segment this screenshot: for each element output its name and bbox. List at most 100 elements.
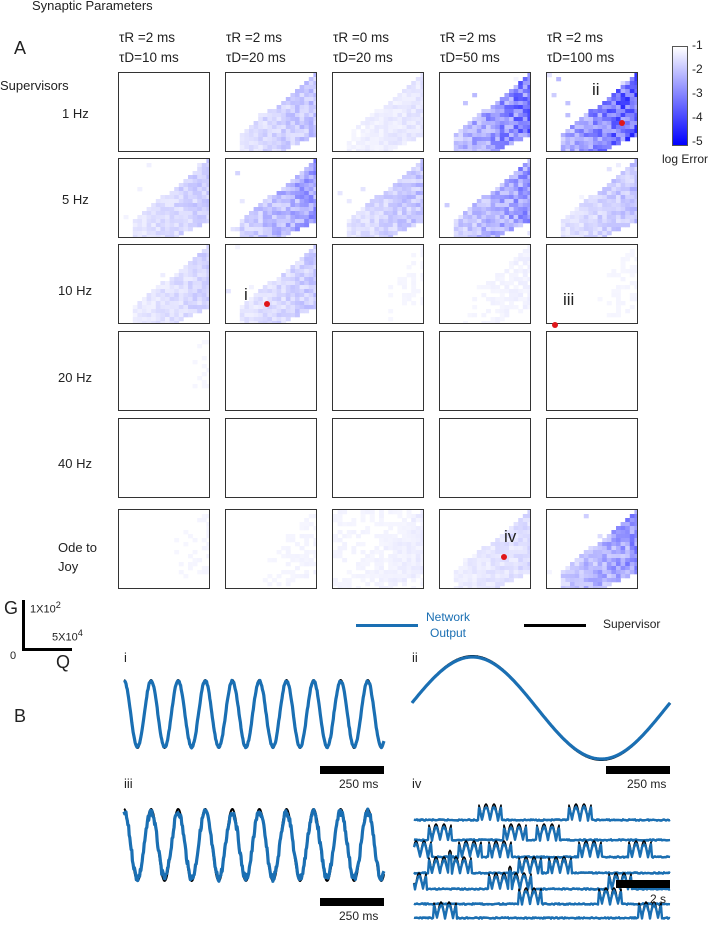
heatmap-pixel: [388, 145, 394, 150]
heatmap-pixel: [304, 550, 310, 555]
heatmap-pixel: [146, 293, 152, 298]
heatmap-pixel: [467, 558, 473, 563]
heatmap-pixel: [379, 117, 384, 122]
heatmap-pixel: [267, 281, 273, 286]
heatmap-pixel: [420, 546, 423, 551]
heatmap-pixel: [597, 570, 603, 575]
heatmap-pixel: [295, 195, 300, 200]
heatmap-pixel: [346, 219, 352, 224]
heatmap-pixel: [188, 273, 193, 278]
heatmap-pixel: [299, 305, 305, 310]
heatmap-pixel: [299, 125, 305, 130]
heatmap-pixel: [169, 227, 175, 232]
heatmap-pixel: [308, 293, 314, 298]
heatmap-pixel: [583, 125, 589, 130]
heatmap-cell-r3-c5: [546, 244, 638, 324]
heatmap-pixel: [188, 562, 193, 567]
heatmap-pixel: [169, 313, 175, 318]
heatmap-pixels: [192, 340, 209, 389]
heatmap-pixel: [178, 227, 184, 232]
heatmap-cell-r1-c2: [225, 72, 317, 152]
heatmap-pixel: [593, 199, 598, 204]
heatmap-pixel: [397, 554, 403, 559]
heatmap-pixel: [420, 530, 423, 535]
heatmap-pixel: [486, 121, 491, 126]
heatmap-pixel: [499, 129, 505, 134]
heatmap-pixel: [611, 207, 617, 212]
heatmap-pixel: [616, 183, 621, 188]
heatmap-pixel: [313, 538, 316, 543]
heatmap-pixel: [490, 219, 496, 224]
heatmap-pixel: [415, 133, 421, 138]
heatmap-pixel: [295, 301, 300, 306]
heatmap-pixel: [337, 514, 343, 519]
heatmap-pixel: [616, 570, 621, 575]
heatmap-pixel: [522, 195, 528, 200]
heatmap-pixel: [201, 301, 207, 306]
heatmap-pixel: [351, 133, 357, 138]
heatmap-pixel: [481, 195, 487, 200]
heatmap-pixel: [337, 546, 343, 551]
heatmap-pixel: [522, 301, 528, 306]
heatmap-pixel: [579, 578, 585, 583]
heatmap-pixel: [518, 129, 524, 134]
heatmap-pixel: [272, 199, 277, 204]
heatmap-pixel: [290, 187, 296, 192]
heatmap-pixel: [165, 207, 170, 212]
heatmap-pixel: [611, 273, 617, 278]
heatmap-pixel: [290, 293, 296, 298]
heatmap-pixel: [597, 546, 603, 551]
heatmap-pixel: [453, 578, 459, 583]
heatmap-pixel: [513, 203, 519, 208]
heatmap-pixel: [192, 562, 198, 567]
heatmap-pixel: [570, 570, 575, 575]
heatmap-pixel: [392, 574, 398, 579]
heatmap-pixel: [611, 195, 617, 200]
heatmap-pixel: [625, 219, 631, 224]
heatmap-pixel: [458, 215, 464, 220]
heatmap-pixel: [249, 231, 254, 236]
heatmap-pixel: [458, 219, 464, 224]
heatmap-pixel: [165, 215, 170, 220]
heatmap-pixel: [356, 215, 361, 220]
heatmap-pixel: [463, 137, 468, 142]
heatmap-pixel: [155, 297, 161, 302]
heatmap-pixel: [509, 89, 514, 94]
heatmap-pixel: [360, 514, 366, 519]
heatmap-pixel: [583, 203, 589, 208]
heatmap-pixel: [267, 215, 273, 220]
heatmap-pixel: [620, 285, 626, 290]
heatmap-pixel: [495, 309, 501, 314]
heatmap-pixel: [272, 211, 277, 216]
heatmap-pixel: [486, 129, 491, 134]
heatmap-pixel: [527, 175, 530, 180]
heatmap-pixel: [379, 558, 384, 563]
heatmap-pixel: [304, 109, 310, 114]
heatmap-pixel: [570, 566, 575, 571]
heatmap-pixel: [402, 101, 407, 106]
heatmap-pixel: [346, 227, 352, 232]
heatmap-pixel: [625, 309, 631, 314]
heatmap-pixel: [299, 269, 305, 274]
heatmap-pixel: [415, 85, 421, 90]
heatmap-pixel: [379, 133, 384, 138]
heatmap-pixel: [476, 554, 482, 559]
heatmap-pixel: [620, 203, 626, 208]
heatmap-pixel: [304, 558, 310, 563]
heatmap-pixel: [611, 137, 617, 142]
heatmap-pixel: [629, 93, 635, 98]
heatmap-pixel: [453, 145, 459, 150]
heatmap-pixel: [290, 285, 296, 290]
heatmap-pixel: [383, 199, 389, 204]
heatmap-pixel: [178, 305, 184, 310]
heatmap-pixel: [509, 133, 514, 138]
heatmap-pixel: [420, 550, 423, 555]
heatmap-pixel: [201, 199, 207, 204]
heatmap-pixel: [388, 526, 394, 531]
heatmap-pixel: [597, 133, 603, 138]
heatmap-pixel: [579, 137, 585, 142]
heatmap-pixel: [197, 305, 203, 310]
heatmap-pixel: [495, 586, 501, 588]
heatmap-pixel: [574, 125, 580, 130]
heatmap-pixel: [634, 566, 637, 571]
